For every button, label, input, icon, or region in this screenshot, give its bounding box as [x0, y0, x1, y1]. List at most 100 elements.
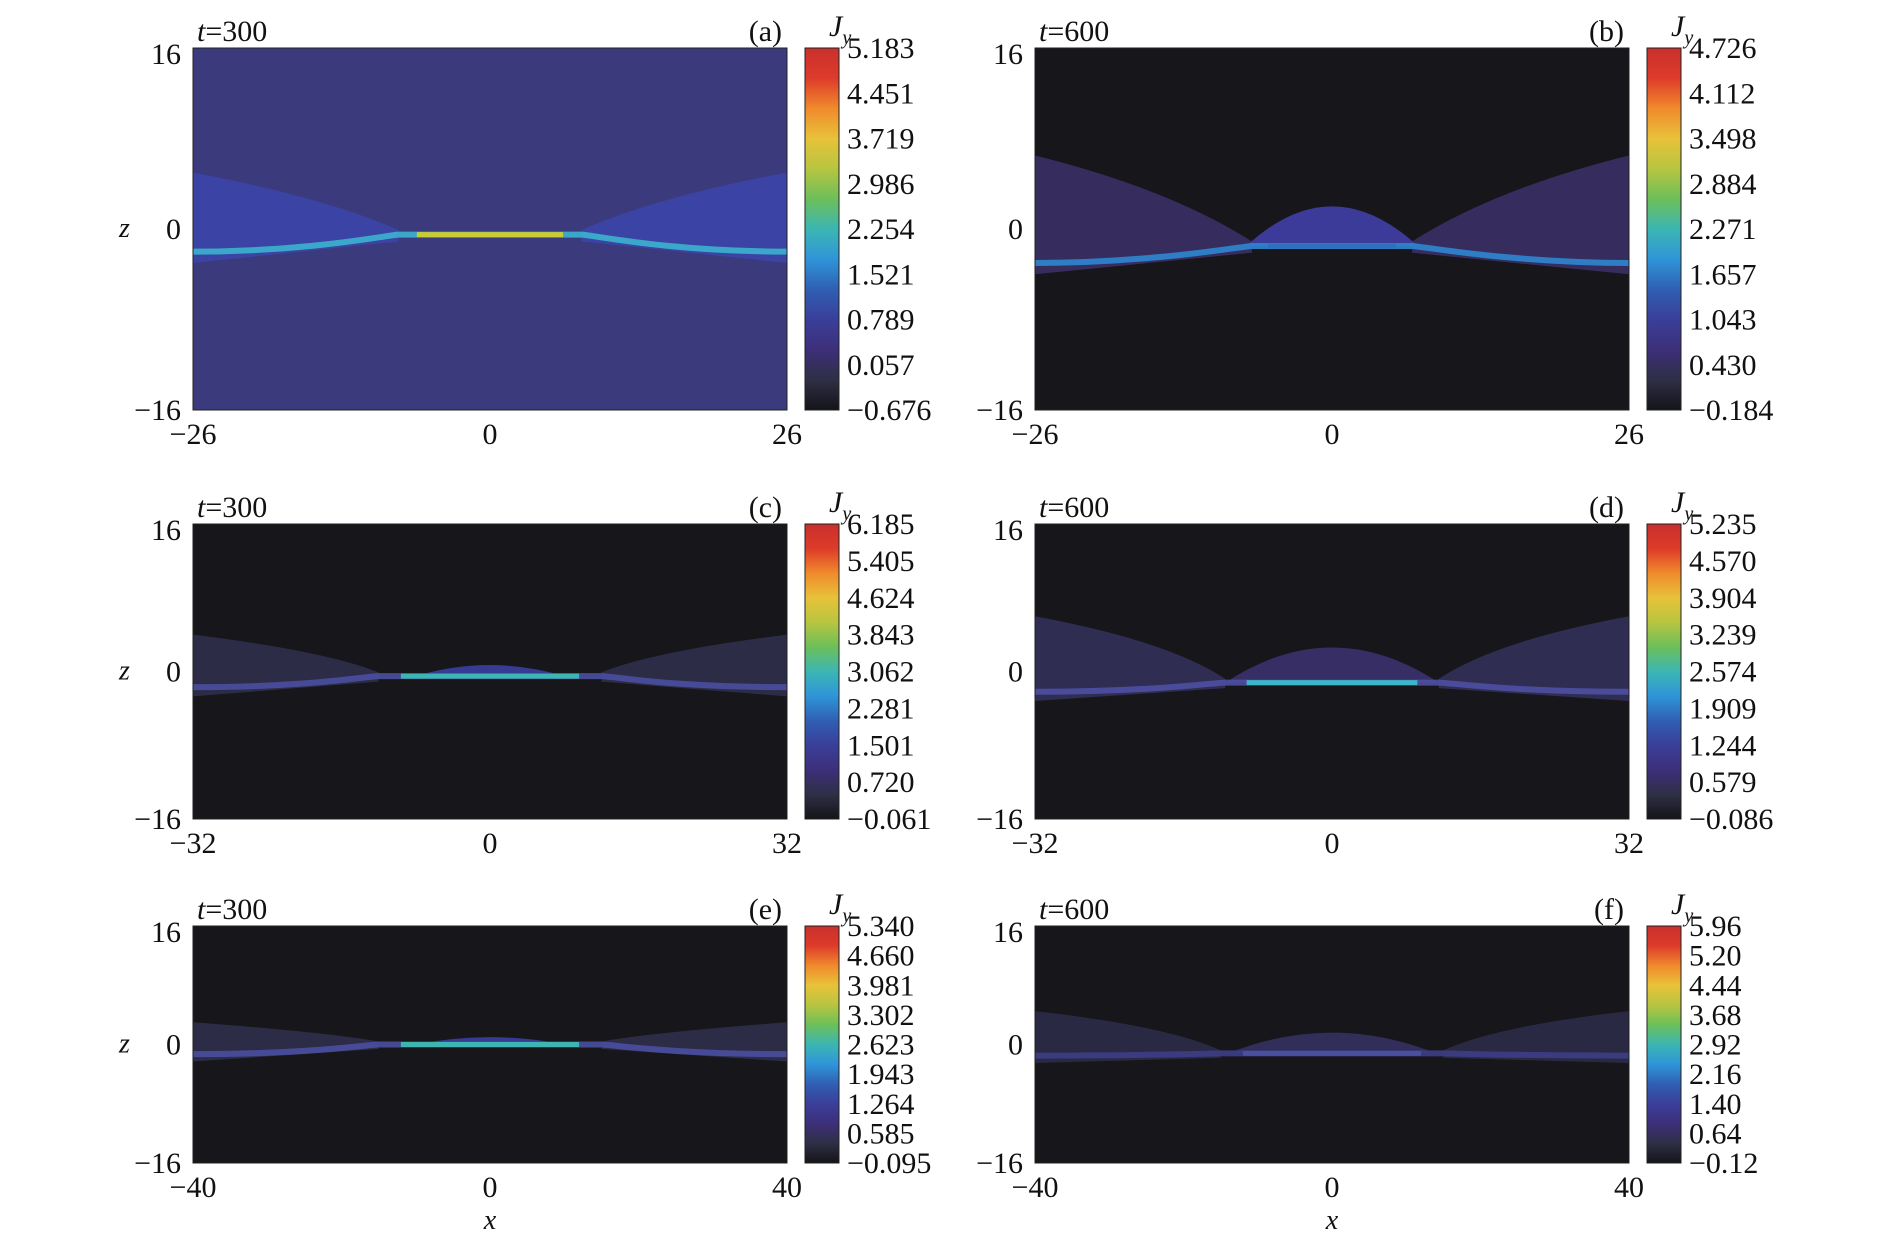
- panel-d: t=600 (d) 16 0 −16−32 0 32 Jy5.235 4.570 3.904 3.2…: [976, 486, 1773, 860]
- x-tick-label: 32: [772, 827, 802, 860]
- y-tick-label: 16: [151, 916, 181, 949]
- y-tick-label: −16: [134, 394, 181, 427]
- colorbar-tick-label: −0.184: [1689, 394, 1773, 427]
- x-tick-label: −40: [1012, 1171, 1059, 1204]
- panel-f: t=600 (f)160−16−40 0 40xJy5.965.204.443.682…: [976, 888, 1758, 1233]
- plot-frame: [1034, 925, 1630, 1164]
- y-tick-label: −16: [976, 803, 1023, 836]
- panel-b: t=600 (b) 16 0 −16−26 0 26 Jy4.726 4.112 3.498 2.8…: [976, 10, 1773, 451]
- central-island: [1228, 1032, 1436, 1054]
- left-exhaust-region: [1035, 616, 1226, 701]
- y-tick-label: 0: [1008, 213, 1023, 246]
- colorbar-tick-label: 0.64: [1689, 1117, 1742, 1150]
- colorbar-tick-label: 3.904: [1689, 582, 1757, 615]
- x-tick-label: −26: [1012, 418, 1059, 451]
- x-tick-label: 32: [1614, 827, 1644, 860]
- colorbar-tick-label: 2.92: [1689, 1029, 1742, 1062]
- colorbar-tick-label: 0.789: [847, 304, 915, 337]
- colorbar-tick-label: 4.44: [1689, 969, 1742, 1002]
- x-tick-label: 0: [1325, 827, 1340, 860]
- colorbar-title: Jy: [829, 486, 851, 525]
- colorbar-title: Jy: [1671, 10, 1693, 49]
- colorbar-tick-label: 4.112: [1689, 77, 1755, 110]
- x-tick-label: 26: [772, 418, 802, 451]
- x-tick-label: 26: [1614, 418, 1644, 451]
- colorbar-tick-label: 1.521: [847, 258, 915, 291]
- panel-e: t=300 (e) 16 0 −16 z −40 0 40 x Jy5.3404.6603.9813…: [118, 888, 931, 1233]
- colorbar-tick-label: 2.623: [847, 1029, 915, 1062]
- y-tick-label: 0: [1008, 656, 1023, 689]
- colorbar-tick-label: −0.095: [847, 1147, 931, 1180]
- panel-label: (f): [1594, 893, 1624, 926]
- field-layer: [1035, 155, 1629, 275]
- y-tick-label: 0: [166, 1029, 181, 1062]
- field-layer: [193, 1022, 787, 1062]
- colorbar-tick-label: 1.043: [1689, 304, 1757, 337]
- colorbar: [804, 47, 840, 411]
- colorbar-tick-label: 3.981: [847, 969, 915, 1002]
- plot-frame: [1034, 523, 1630, 820]
- colorbar-tick-label: 4.660: [847, 940, 915, 973]
- time-label: t=600: [1039, 893, 1109, 926]
- field-layer: [193, 634, 787, 697]
- panel-a: t=300 (a) 16 0 −16 z −26 0 26 Jy5.183 4.451 3.719 2.…: [118, 10, 931, 451]
- colorbar-tick-label: 3.68: [1689, 999, 1742, 1032]
- x-axis-label: x: [1325, 1205, 1339, 1233]
- y-tick-label: −16: [134, 803, 181, 836]
- colorbar-title: Jy: [1671, 888, 1693, 927]
- colorbar-tick-label: 5.183: [847, 32, 915, 65]
- colorbar-tick-label: 2.574: [1689, 656, 1757, 689]
- x-tick-label: −32: [170, 827, 217, 860]
- colorbar-title: Jy: [1671, 486, 1693, 525]
- colorbar-tick-label: 4.570: [1689, 545, 1757, 578]
- colorbar-tick-label: 3.719: [847, 123, 915, 156]
- colorbar-tick-label: 3.843: [847, 619, 915, 652]
- y-tick-label: 0: [1008, 1029, 1023, 1062]
- colorbar-tick-label: 2.271: [1689, 213, 1757, 246]
- central-island: [1225, 647, 1439, 683]
- panel-label: (b): [1589, 15, 1624, 48]
- x-tick-label: 40: [1614, 1171, 1644, 1204]
- colorbar-tick-label: 5.20: [1689, 940, 1742, 973]
- colorbar-tick-label: 5.235: [1689, 508, 1757, 541]
- colorbar-title: Jy: [829, 10, 851, 49]
- y-tick-label: 16: [993, 38, 1023, 71]
- panel-label: (c): [749, 491, 782, 524]
- colorbar-tick-label: 1.943: [847, 1058, 915, 1091]
- colorbar-tick-label: −0.061: [847, 803, 931, 836]
- x-tick-label: 0: [1325, 418, 1340, 451]
- plot-frame: [192, 925, 788, 1164]
- field-layer: [1035, 616, 1629, 701]
- colorbar-tick-label: −0.086: [1689, 803, 1773, 836]
- colorbar-tick-label: 5.340: [847, 910, 915, 943]
- plot-frame: [1034, 47, 1630, 411]
- time-label: t=600: [1039, 491, 1109, 524]
- colorbar: [1646, 925, 1682, 1164]
- x-axis-label: x: [483, 1205, 497, 1233]
- colorbar-tick-label: 2.16: [1689, 1058, 1742, 1091]
- x-tick-label: −40: [170, 1171, 217, 1204]
- y-tick-label: 0: [166, 656, 181, 689]
- x-tick-label: 40: [772, 1171, 802, 1204]
- colorbar-tick-label: 0.430: [1689, 349, 1757, 382]
- colorbar-tick-label: 4.726: [1689, 32, 1757, 65]
- colorbar-tick-label: 3.302: [847, 999, 915, 1032]
- x-tick-label: 0: [1325, 1171, 1340, 1204]
- colorbar: [1646, 523, 1682, 820]
- plot-frame: [192, 47, 788, 411]
- y-tick-label: 0: [166, 213, 181, 246]
- colorbar-tick-label: 2.281: [847, 692, 915, 725]
- colorbar-tick-label: 0.720: [847, 766, 915, 799]
- y-tick-label: −16: [976, 394, 1023, 427]
- colorbar-tick-label: 6.185: [847, 508, 915, 541]
- colorbar-tick-label: −0.676: [847, 394, 931, 427]
- right-exhaust-region: [1443, 1011, 1629, 1064]
- colorbar: [804, 925, 840, 1164]
- colorbar-tick-label: 1.244: [1689, 729, 1757, 762]
- colorbar-tick-label: 0.579: [1689, 766, 1757, 799]
- colorbar-tick-label: 1.501: [847, 729, 915, 762]
- y-tick-label: −16: [976, 1147, 1023, 1180]
- left-exhaust-region: [1035, 155, 1253, 275]
- y-axis-label: z: [118, 213, 130, 244]
